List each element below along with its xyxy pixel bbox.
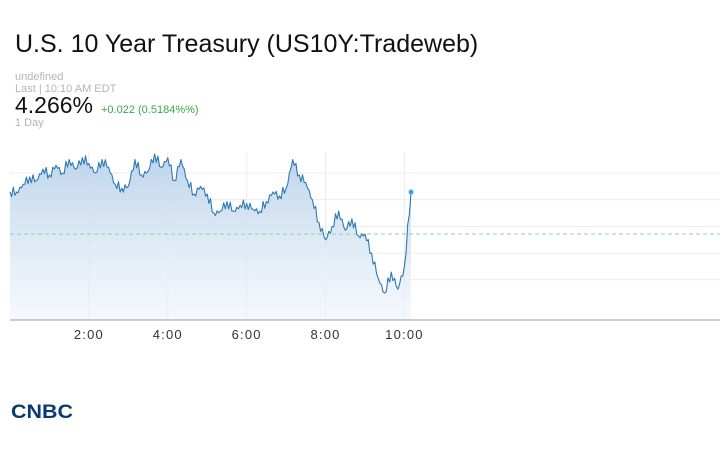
series-area: [10, 153, 411, 320]
x-tick-label: 2:00: [74, 327, 104, 342]
svg-text:CNBC: CNBC: [11, 402, 73, 422]
price-change: +0.022 (0.5184%%): [101, 104, 199, 116]
x-tick-label: 4:00: [153, 327, 183, 342]
x-tick-label: 10:00: [385, 327, 424, 342]
last-value-marker: [408, 189, 414, 195]
period-label: 1 Day: [15, 117, 44, 129]
series-line: [9, 153, 412, 294]
last-updated-label: Last | 10:10 AM EDT: [15, 83, 117, 95]
page-title: U.S. 10 Year Treasury (US10Y:Tradeweb): [15, 30, 479, 58]
x-tick-label: 8:00: [311, 327, 341, 342]
exchange-label: undefined: [15, 71, 64, 83]
x-axis-ticks: 2:00 4:00 6:00 8:00 10:00: [74, 327, 424, 342]
cnbc-logo: CNBC: [11, 402, 73, 422]
last-price: 4.266%: [15, 92, 94, 118]
x-tick-label: 6:00: [232, 327, 262, 342]
